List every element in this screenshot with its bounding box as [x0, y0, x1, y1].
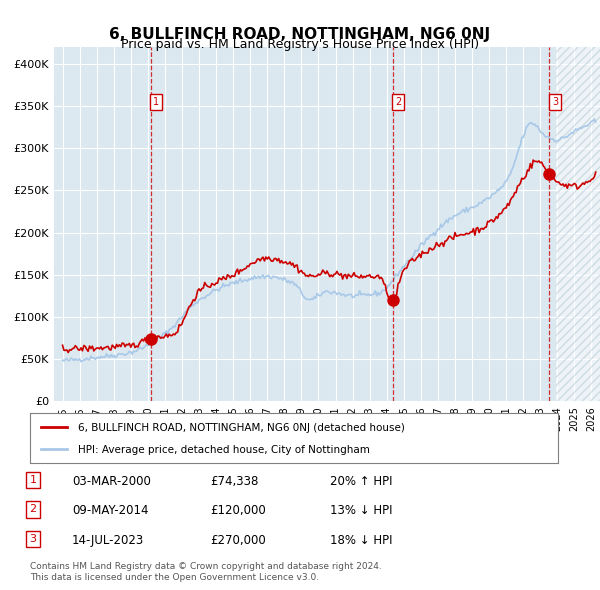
Text: This data is licensed under the Open Government Licence v3.0.: This data is licensed under the Open Gov…: [30, 573, 319, 582]
Text: 2: 2: [395, 97, 401, 107]
Text: 2: 2: [29, 504, 37, 514]
Text: 6, BULLFINCH ROAD, NOTTINGHAM, NG6 0NJ (detached house): 6, BULLFINCH ROAD, NOTTINGHAM, NG6 0NJ (…: [77, 423, 404, 433]
Text: £74,338: £74,338: [210, 475, 259, 488]
Text: 1: 1: [29, 475, 37, 485]
Text: £120,000: £120,000: [210, 504, 266, 517]
Text: 1: 1: [154, 97, 160, 107]
Text: Contains HM Land Registry data © Crown copyright and database right 2024.: Contains HM Land Registry data © Crown c…: [30, 562, 382, 571]
Text: £270,000: £270,000: [210, 534, 266, 547]
Text: 13% ↓ HPI: 13% ↓ HPI: [330, 504, 392, 517]
Text: 3: 3: [552, 97, 558, 107]
Text: 03-MAR-2000: 03-MAR-2000: [72, 475, 151, 488]
Text: 6, BULLFINCH ROAD, NOTTINGHAM, NG6 0NJ: 6, BULLFINCH ROAD, NOTTINGHAM, NG6 0NJ: [109, 27, 491, 41]
Text: 3: 3: [29, 534, 37, 544]
Text: 20% ↑ HPI: 20% ↑ HPI: [330, 475, 392, 488]
Text: Price paid vs. HM Land Registry's House Price Index (HPI): Price paid vs. HM Land Registry's House …: [121, 38, 479, 51]
Text: 18% ↓ HPI: 18% ↓ HPI: [330, 534, 392, 547]
Text: HPI: Average price, detached house, City of Nottingham: HPI: Average price, detached house, City…: [77, 445, 370, 455]
Text: 09-MAY-2014: 09-MAY-2014: [72, 504, 149, 517]
Bar: [556, 47, 600, 401]
Text: 14-JUL-2023: 14-JUL-2023: [72, 534, 144, 547]
